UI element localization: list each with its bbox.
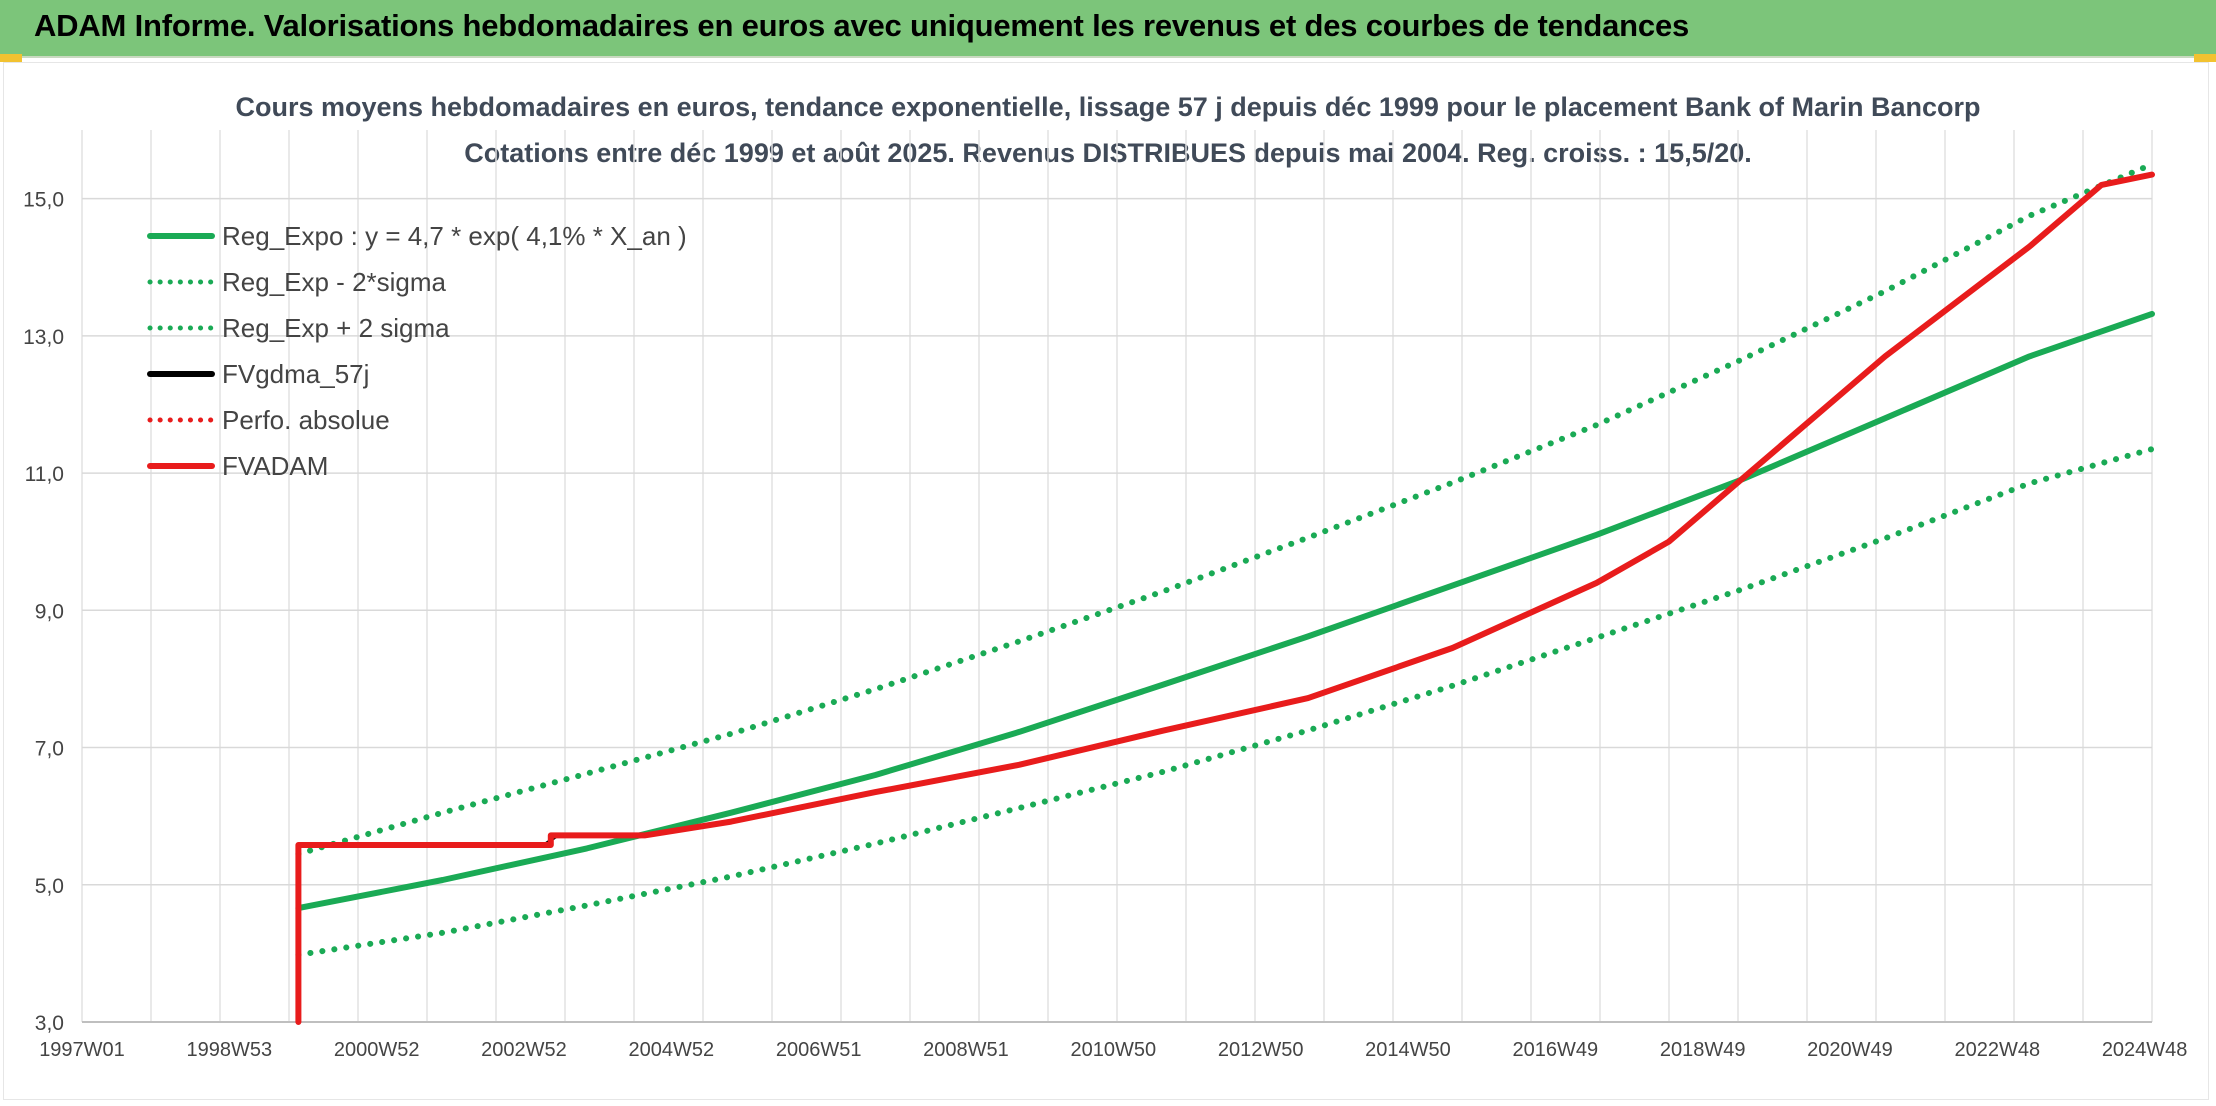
x-tick-label: 2010W50 xyxy=(1071,1039,1157,1061)
series-line-1 xyxy=(295,310,2155,912)
x-tick-label: 2012W50 xyxy=(1218,1039,1304,1061)
x-tick-label: 2018W49 xyxy=(1660,1039,1746,1061)
series-line-2 xyxy=(295,446,2155,958)
legend-label: FVgdma_57j xyxy=(222,359,369,389)
x-tick-label: 2014W50 xyxy=(1365,1039,1451,1061)
x-tick-label: 2022W48 xyxy=(1954,1039,2040,1061)
report-title: ADAM Informe. Valorisations hebdomadaire… xyxy=(34,8,1690,43)
y-tick-label: 15,0 xyxy=(23,189,64,212)
chart-title-line-1: Cours moyens hebdomadaires en euros, ten… xyxy=(235,92,1981,122)
corner-marker-left xyxy=(0,54,22,62)
legend-label: FVADAM xyxy=(222,451,328,481)
chart-title-line-2: Cotations entre déc 1999 et août 2025. R… xyxy=(464,138,1752,168)
y-tick-label: 13,0 xyxy=(23,326,64,349)
report-header: ADAM Informe. Valorisations hebdomadaire… xyxy=(0,0,2216,58)
y-tick-label: 11,0 xyxy=(25,463,64,486)
x-tick-label: 2020W49 xyxy=(1807,1039,1893,1061)
y-tick-label: 7,0 xyxy=(35,738,64,761)
x-tick-label: 2008W51 xyxy=(923,1039,1009,1061)
legend-label: Reg_Expo : y = 4,7 * exp( 4,1% * X_an ) xyxy=(222,221,687,251)
legend-label: Reg_Exp - 2*sigma xyxy=(222,267,447,297)
y-tick-label: 5,0 xyxy=(35,875,64,898)
y-tick-label: 9,0 xyxy=(35,600,64,623)
x-tick-label: 2002W52 xyxy=(481,1039,567,1061)
corner-marker-right xyxy=(2194,54,2216,62)
x-tick-label: 1998W53 xyxy=(187,1039,273,1061)
legend-label: Perfo. absolue xyxy=(222,405,390,435)
y-tick-label: 3,0 xyxy=(35,1012,64,1035)
x-tick-label: 2000W52 xyxy=(334,1039,420,1061)
x-tick-label: 1997W01 xyxy=(39,1039,125,1061)
series-line-6 xyxy=(295,171,2155,1025)
x-tick-label: 2006W51 xyxy=(776,1039,862,1061)
x-tick-label: 2024W48 xyxy=(2102,1039,2188,1061)
series-line-3 xyxy=(295,161,2155,857)
x-tick-label: 2016W49 xyxy=(1512,1039,1598,1061)
legend-label: Reg_Exp + 2 sigma xyxy=(222,313,450,343)
x-tick-label: 2004W52 xyxy=(629,1039,715,1061)
chart-frame xyxy=(3,62,2209,1100)
